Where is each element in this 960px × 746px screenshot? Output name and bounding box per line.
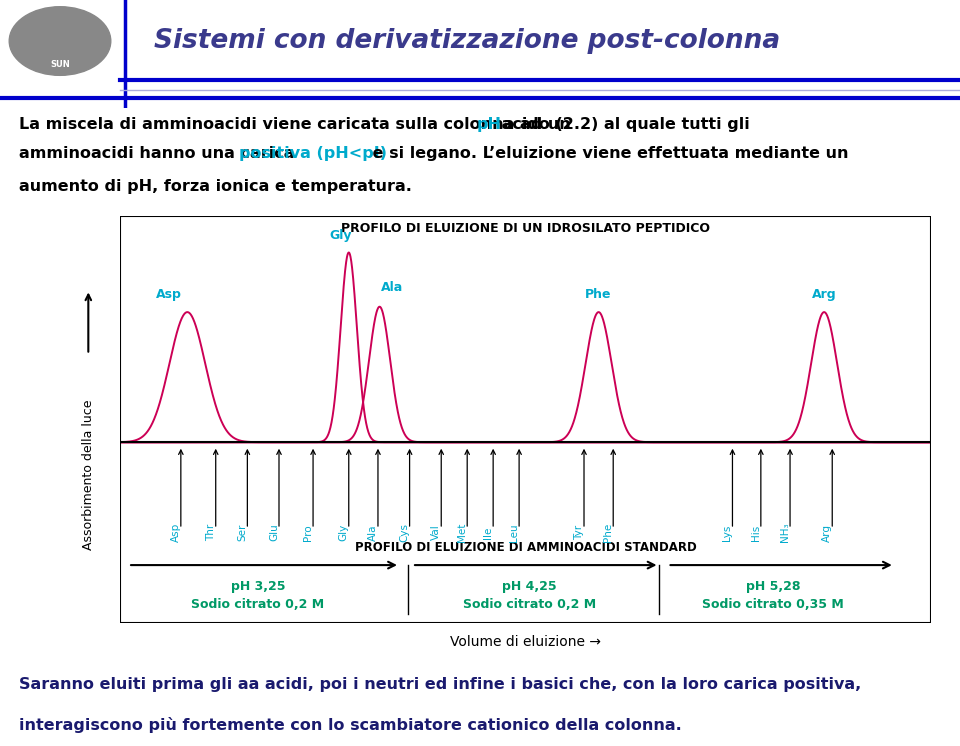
Text: Cys: Cys: [399, 523, 410, 542]
Text: Sistemi con derivatizzazione post-colonna: Sistemi con derivatizzazione post-colonn…: [155, 28, 780, 54]
Text: Val: Val: [431, 524, 442, 540]
Text: pH 5,28: pH 5,28: [746, 580, 801, 592]
Text: pH 3,25: pH 3,25: [230, 580, 285, 592]
Text: PROFILO DI ELUIZIONE DI UN IDROSILATO PEPTIDICO: PROFILO DI ELUIZIONE DI UN IDROSILATO PE…: [341, 222, 710, 236]
Text: Gly: Gly: [329, 228, 352, 242]
Text: Leu: Leu: [509, 523, 519, 542]
Text: pH 4,25: pH 4,25: [502, 580, 557, 592]
Text: Tyr: Tyr: [574, 525, 584, 540]
Text: Ile: Ile: [483, 527, 493, 539]
Circle shape: [10, 7, 110, 75]
Text: La miscela di amminoacidi viene caricata sulla colonna ad un: La miscela di amminoacidi viene caricata…: [19, 117, 577, 132]
Text: His: His: [751, 524, 761, 541]
Text: Sodio citrato 0,2 M: Sodio citrato 0,2 M: [191, 598, 324, 611]
Text: Ala: Ala: [368, 524, 378, 541]
Text: Arg: Arg: [822, 524, 832, 542]
Text: aumento di pH, forza ionica e temperatura.: aumento di pH, forza ionica e temperatur…: [19, 178, 412, 194]
Text: Assorbimento della luce: Assorbimento della luce: [82, 399, 95, 550]
Circle shape: [29, 20, 91, 62]
Text: acido (2.2) al quale tutti gli: acido (2.2) al quale tutti gli: [496, 117, 750, 132]
Circle shape: [18, 13, 102, 69]
Text: PROFILO DI ELUIZIONE DI AMMINOACIDI STANDARD: PROFILO DI ELUIZIONE DI AMMINOACIDI STAN…: [355, 541, 696, 554]
Text: pH: pH: [476, 117, 501, 132]
Text: SUN: SUN: [50, 60, 70, 69]
Text: Gly: Gly: [339, 524, 348, 541]
Text: Met: Met: [457, 523, 468, 542]
Text: Thr: Thr: [205, 524, 216, 541]
Text: Pro: Pro: [303, 524, 313, 541]
Text: interagiscono più fortemente con lo scambiatore cationico della colonna.: interagiscono più fortemente con lo scam…: [19, 717, 682, 733]
Text: Lys: Lys: [723, 524, 732, 541]
Text: Ser: Ser: [237, 524, 248, 542]
Text: Asp: Asp: [171, 523, 180, 542]
Text: positiva (pH<pI): positiva (pH<pI): [239, 146, 387, 161]
Text: Sodio citrato 0,2 M: Sodio citrato 0,2 M: [463, 598, 596, 611]
Text: amminoacidi hanno una carica: amminoacidi hanno una carica: [19, 146, 300, 161]
Text: Arg: Arg: [812, 288, 836, 301]
Text: Saranno eluiti prima gli aa acidi, poi i neutri ed infine i basici che, con la l: Saranno eluiti prima gli aa acidi, poi i…: [19, 677, 861, 692]
Text: NH₃: NH₃: [780, 523, 790, 542]
Text: e si legano. L’eluizione viene effettuata mediante un: e si legano. L’eluizione viene effettuat…: [367, 146, 849, 161]
Text: Volume di eluizione →: Volume di eluizione →: [450, 635, 601, 648]
Text: Phe: Phe: [586, 288, 612, 301]
Text: Glu: Glu: [269, 524, 279, 542]
Text: Asp: Asp: [156, 288, 181, 301]
Text: Ala: Ala: [380, 281, 403, 294]
Text: Phe: Phe: [603, 523, 613, 542]
Text: Sodio citrato 0,35 M: Sodio citrato 0,35 M: [702, 598, 844, 611]
